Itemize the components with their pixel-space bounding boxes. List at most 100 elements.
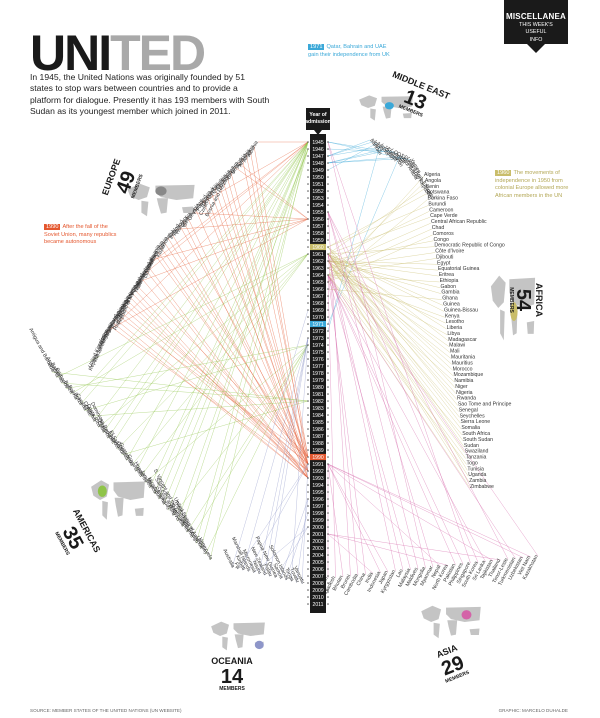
year-dot-right-1994 <box>327 484 329 486</box>
note-europe-text: After the fall of the Soviet Union, many… <box>44 224 117 246</box>
year-dot-right-1991 <box>327 463 329 465</box>
link-americas-27 <box>177 148 309 522</box>
year-label-1996: 1996 <box>312 497 323 503</box>
year-dot-right-1951 <box>327 183 329 185</box>
country-label-africa-48: Tanzania <box>466 455 487 461</box>
year-dot-right-1971 <box>327 323 329 325</box>
link-middle_east-6 <box>327 149 391 164</box>
link-africa-51 <box>327 260 469 477</box>
year-dot-left-1996 <box>307 498 309 500</box>
link-asia-18 <box>327 274 464 564</box>
link-oceania-0 <box>231 309 309 569</box>
link-europe-6 <box>234 166 309 220</box>
link-americas-31 <box>195 141 309 544</box>
country-label-africa-16: Equatorial Guinea <box>438 266 480 272</box>
year-label-1960: 1960 <box>312 245 323 251</box>
link-europe-4 <box>242 158 309 472</box>
link-asia-10 <box>327 253 404 571</box>
year-dot-left-1967 <box>307 295 309 297</box>
link-africa-46 <box>327 253 465 447</box>
link-europe-17 <box>117 315 309 458</box>
link-americas-22 <box>154 141 309 494</box>
year-dot-right-2004 <box>327 554 329 556</box>
link-asia-2 <box>327 463 344 577</box>
link-europe-5 <box>146 270 309 479</box>
year-label-1994: 1994 <box>312 483 323 489</box>
badge-tip <box>526 43 546 53</box>
year-dot-right-1962 <box>327 260 329 262</box>
year-dot-left-1976 <box>307 358 309 360</box>
year-dot-left-1995 <box>307 491 309 493</box>
year-label-1991: 1991 <box>312 462 323 468</box>
country-label-asia-5: China <box>356 572 368 587</box>
country-label-africa-14: Djibouti <box>436 254 453 260</box>
link-europe-11 <box>131 292 309 479</box>
link-americas-15 <box>121 400 309 456</box>
country-label-africa-5: Burundi <box>428 201 446 207</box>
year-label-2000: 2000 <box>312 525 323 531</box>
link-americas-6 <box>79 141 309 406</box>
year-dot-left-1997 <box>307 505 309 507</box>
link-europe-22 <box>105 141 309 335</box>
link-americas-7 <box>84 344 309 411</box>
link-americas-20 <box>144 344 309 483</box>
year-dot-left-1979 <box>307 379 309 381</box>
year-dot-right-1969 <box>327 309 329 311</box>
link-americas-21 <box>149 141 309 489</box>
year-dot-right-1985 <box>327 421 329 423</box>
year-dot-right-1972 <box>327 330 329 332</box>
year-dot-left-1945 <box>307 141 309 143</box>
year-dot-right-1977 <box>327 365 329 367</box>
year-dot-right-1978 <box>327 372 329 374</box>
year-label-1968: 1968 <box>312 301 323 307</box>
year-dot-left-1969 <box>307 309 309 311</box>
country-label-africa-12: Democratic Republic of Congo <box>434 243 504 249</box>
year-dot-right-2009 <box>327 589 329 591</box>
country-label-africa-22: Guinea <box>443 302 460 308</box>
link-europe-2 <box>153 218 309 260</box>
link-americas-28 <box>181 141 309 527</box>
country-label-europe-21: Italy <box>168 227 178 239</box>
country-label-africa-52: Zambia <box>469 478 486 484</box>
year-label-2010: 2010 <box>312 595 323 601</box>
link-europe-15 <box>122 307 309 465</box>
year-label-2009: 2009 <box>312 588 323 594</box>
note-africa-text: The movements of independence in 1950 fr… <box>495 170 569 199</box>
link-asia-26 <box>327 463 524 558</box>
year-label-1950: 1950 <box>312 175 323 181</box>
year-dot-left-1958 <box>307 232 309 234</box>
year-label-1975: 1975 <box>312 350 323 356</box>
country-label-middle_east-2: Iraq <box>375 141 385 152</box>
map-highlight-oceania <box>254 640 264 650</box>
link-africa-36 <box>327 246 456 389</box>
year-dot-right-1998 <box>327 512 329 514</box>
year-dot-right-1984 <box>327 414 329 416</box>
year-dot-right-1961 <box>327 253 329 255</box>
link-asia-4 <box>327 253 359 575</box>
year-label-1969: 1969 <box>312 308 323 314</box>
link-asia-5 <box>327 274 366 575</box>
year-dot-left-1972 <box>307 330 309 332</box>
link-africa-16 <box>327 260 438 271</box>
country-label-asia-10: Lao <box>395 568 404 579</box>
year-dot-left-1984 <box>307 414 309 416</box>
year-label-1987: 1987 <box>312 434 323 440</box>
year-dot-right-1988 <box>327 442 329 444</box>
link-asia-9 <box>327 253 396 571</box>
year-dot-left-1950 <box>307 176 309 178</box>
year-label-1999: 1999 <box>312 518 323 524</box>
link-africa-22 <box>327 253 444 306</box>
year-dot-left-1959 <box>307 239 309 241</box>
link-europe-23 <box>167 237 309 465</box>
year-label-1949: 1949 <box>312 168 323 174</box>
link-americas-24 <box>163 148 309 505</box>
link-africa-2 <box>327 187 426 255</box>
world-map-americas <box>91 480 145 520</box>
link-americas-34 <box>209 141 309 561</box>
year-dot-left-1948 <box>307 162 309 164</box>
link-middle_east-7 <box>327 148 394 152</box>
year-dot-right-1963 <box>327 267 329 269</box>
country-label-africa-25: Lesotho <box>446 319 465 325</box>
link-americas-30 <box>191 344 309 538</box>
